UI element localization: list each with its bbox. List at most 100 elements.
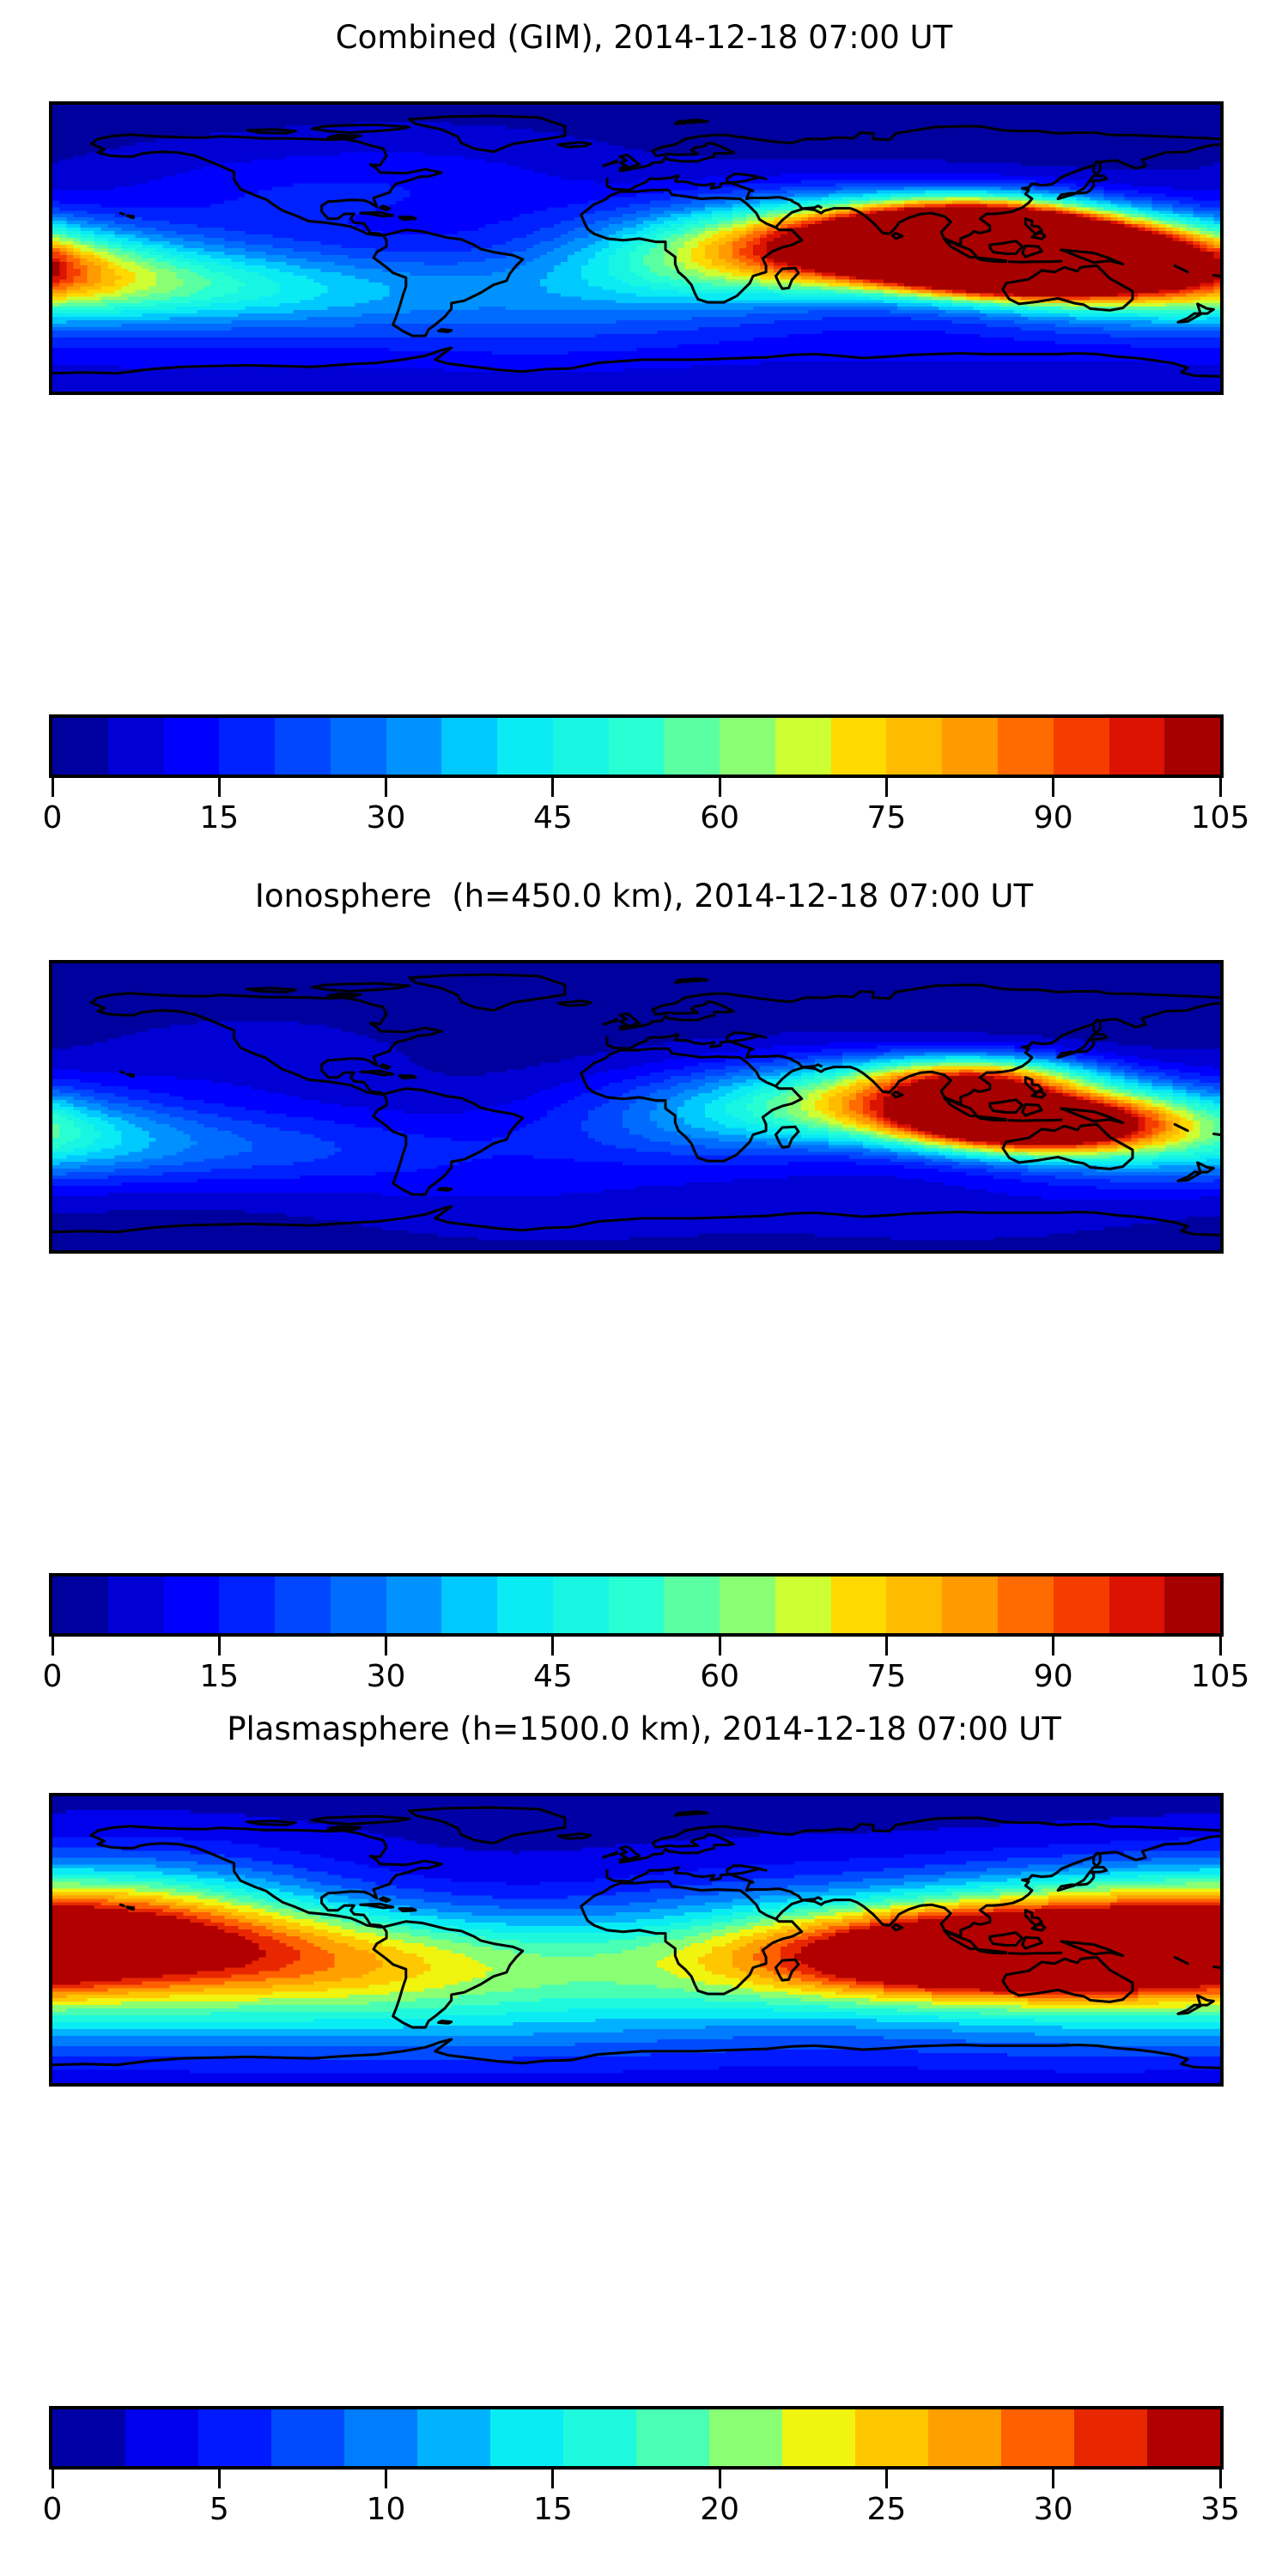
colorbar-segment (664, 718, 720, 775)
colorbar-segment (1109, 718, 1165, 775)
coastline (1021, 244, 1043, 258)
coastline (310, 981, 411, 993)
coastline (408, 1806, 567, 1845)
colorbar-segment (52, 1577, 108, 1633)
coastline (1060, 1940, 1125, 1958)
coastline (605, 1031, 768, 1050)
coastline (398, 216, 417, 222)
colorbar-tick (1218, 2470, 1222, 2488)
contour-band (52, 190, 1220, 321)
coastline (1173, 264, 1189, 274)
colorbar-segment (720, 1577, 775, 1633)
colorbar-tick-label: 30 (366, 800, 406, 835)
coastline (774, 1063, 823, 1088)
colorbar-tick (718, 1637, 721, 1656)
coastline (372, 1087, 525, 1196)
colorbar-tick (551, 2470, 555, 2488)
contour-band (52, 1899, 1220, 1999)
coastline (408, 973, 567, 1012)
colorbar-segment (386, 1577, 442, 1633)
colorbar-segment (330, 718, 386, 775)
contour-band (52, 1874, 1220, 2023)
coastline (1176, 1161, 1215, 1182)
contour-band (52, 1045, 1220, 1190)
colorbar-segment (563, 2409, 636, 2466)
colorbar-segment (775, 1577, 831, 1633)
coastline (975, 1947, 1008, 1955)
coastline (774, 266, 800, 290)
coastline (326, 133, 362, 140)
colorbar-segment (52, 2409, 125, 2466)
colorbar-plasmasphere: 0 5 10 15 20 25 30 35 (43, 2406, 1240, 2537)
colorbar-tick-label: 0 (42, 1659, 63, 1694)
colorbar-segment (1053, 1577, 1109, 1633)
coastline (1056, 174, 1109, 200)
colorbar-tick (884, 778, 888, 797)
colorbar-segment (928, 2409, 1001, 2466)
coastline (729, 1834, 1220, 1938)
coastline (774, 1125, 800, 1149)
colorbar-tick-label: 75 (866, 800, 907, 835)
contour-band (884, 1076, 1139, 1145)
coastline (1001, 1122, 1134, 1170)
contour-band (829, 1069, 1180, 1152)
colorbar-tick-label: 30 (366, 1659, 406, 1694)
colorbar-segment (830, 1577, 887, 1633)
contour-band (52, 105, 1220, 171)
colorbar-tick (217, 778, 221, 797)
coastline-layer (52, 1806, 1220, 2069)
coastline (580, 188, 804, 304)
coastline (605, 173, 768, 191)
coastline (890, 1090, 904, 1099)
contour-band (787, 1062, 1214, 1156)
colorbar-tick (1218, 778, 1222, 797)
coastline (729, 1001, 1220, 1105)
coastline (943, 1929, 979, 1951)
coastline (1056, 1033, 1109, 1059)
colorbar-tick-label: 20 (700, 2492, 740, 2527)
coastline (1001, 264, 1134, 312)
colorbar-tick (718, 778, 721, 797)
contour-band (52, 1021, 1220, 1241)
coastline (1021, 1935, 1043, 1950)
coastline (1092, 1851, 1102, 1868)
colorbar-segment (886, 1577, 943, 1633)
colorbar-tick (551, 778, 555, 797)
contour-band (52, 207, 1220, 297)
coastline (602, 159, 618, 167)
colorbar-tick-label: 60 (700, 800, 740, 835)
colorbar-segment (709, 2409, 782, 2466)
colorbar-segment (271, 2409, 344, 2466)
colorbar-segment (855, 2409, 928, 2466)
colorbar-tick (551, 1637, 555, 1656)
colorbar-tick-label: 35 (1200, 2492, 1240, 2527)
colorbar-tick (51, 778, 54, 797)
colorbar-segment (330, 1577, 386, 1633)
colorbar-tick (884, 1637, 888, 1656)
contour-field (52, 963, 1220, 1250)
colorbar-tick-label: 10 (366, 2492, 406, 2527)
coastline (602, 1850, 618, 1859)
coastline (580, 1880, 804, 1996)
coastline (673, 118, 709, 125)
coastline (398, 1074, 417, 1080)
colorbar-segment (52, 718, 108, 775)
coastline (118, 211, 125, 216)
coastline (890, 1923, 904, 1932)
colorbar-tick-label: 30 (1033, 2492, 1073, 2527)
colorbar-tick-label: 75 (866, 1659, 907, 1694)
colorbar-gradient (49, 2406, 1224, 2470)
contour-band (52, 1052, 1220, 1176)
colorbar-segment (608, 1577, 665, 1633)
colorbar-tick-label: 5 (209, 2492, 229, 2527)
colorbar-segment (1109, 1577, 1165, 1633)
coastline (1024, 1909, 1043, 1927)
contour-band (52, 1902, 1220, 1996)
coastline (359, 1902, 395, 1910)
colorbar-segment (417, 2409, 490, 2466)
colorbar-segment (441, 718, 498, 775)
coastline (943, 238, 979, 259)
colorbar-tick (385, 1637, 388, 1656)
coastline (246, 987, 297, 993)
